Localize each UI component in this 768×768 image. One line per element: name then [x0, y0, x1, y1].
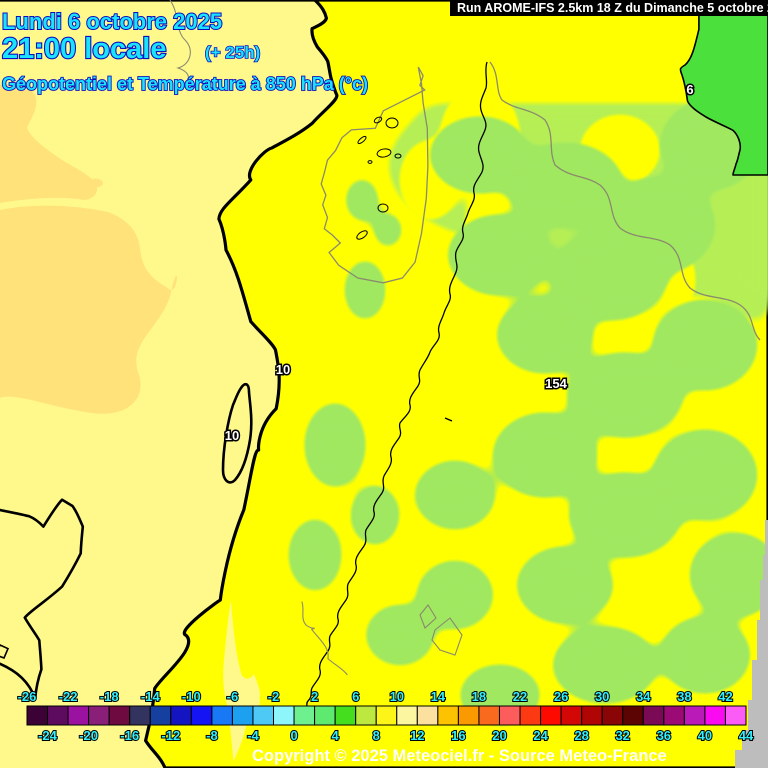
svg-text:12: 12 — [410, 728, 424, 743]
svg-text:8: 8 — [373, 728, 380, 743]
svg-text:16: 16 — [451, 728, 465, 743]
svg-text:Lundi 6 octobre 2025: Lundi 6 octobre 2025 — [2, 9, 222, 34]
svg-text:6: 6 — [686, 82, 693, 97]
svg-text:(+ 25h): (+ 25h) — [205, 43, 260, 62]
svg-text:-26: -26 — [18, 689, 37, 704]
svg-text:10: 10 — [390, 689, 404, 704]
svg-text:28: 28 — [574, 728, 588, 743]
svg-text:Copyright © 2025 Meteociel.fr: Copyright © 2025 Meteociel.fr - Source M… — [252, 747, 667, 765]
svg-text:36: 36 — [657, 728, 671, 743]
svg-text:-2: -2 — [268, 689, 280, 704]
svg-text:-16: -16 — [120, 728, 139, 743]
svg-text:42: 42 — [718, 689, 732, 704]
svg-text:40: 40 — [698, 728, 712, 743]
svg-text:2: 2 — [311, 689, 318, 704]
svg-text:-18: -18 — [100, 689, 119, 704]
svg-text:-4: -4 — [247, 728, 259, 743]
svg-text:-24: -24 — [38, 728, 58, 743]
svg-text:20: 20 — [492, 728, 506, 743]
svg-text:44: 44 — [739, 728, 754, 743]
svg-text:154: 154 — [545, 376, 567, 391]
svg-text:32: 32 — [615, 728, 629, 743]
svg-text:30: 30 — [595, 689, 609, 704]
svg-text:26: 26 — [554, 689, 568, 704]
svg-text:6: 6 — [352, 689, 359, 704]
svg-text:0: 0 — [290, 728, 297, 743]
svg-text:-22: -22 — [59, 689, 78, 704]
svg-text:22: 22 — [513, 689, 527, 704]
svg-text:-10: -10 — [182, 689, 201, 704]
svg-text:-6: -6 — [227, 689, 239, 704]
svg-text:34: 34 — [636, 689, 651, 704]
svg-text:21:00 locale: 21:00 locale — [2, 33, 166, 65]
svg-text:10: 10 — [225, 428, 239, 443]
svg-text:Run AROME-IFS 2.5km 18 Z du Di: Run AROME-IFS 2.5km 18 Z du Dimanche 5 o… — [457, 1, 768, 15]
svg-text:10: 10 — [276, 362, 290, 377]
svg-text:-20: -20 — [79, 728, 98, 743]
svg-text:38: 38 — [677, 689, 691, 704]
svg-text:-14: -14 — [141, 689, 161, 704]
svg-text:-12: -12 — [161, 728, 180, 743]
svg-text:Géopotentiel et Température à: Géopotentiel et Température à 850 hPa (°… — [2, 74, 368, 94]
svg-text:4: 4 — [331, 728, 339, 743]
svg-text:-8: -8 — [206, 728, 218, 743]
svg-text:14: 14 — [431, 689, 446, 704]
svg-text:18: 18 — [472, 689, 486, 704]
svg-text:24: 24 — [533, 728, 548, 743]
